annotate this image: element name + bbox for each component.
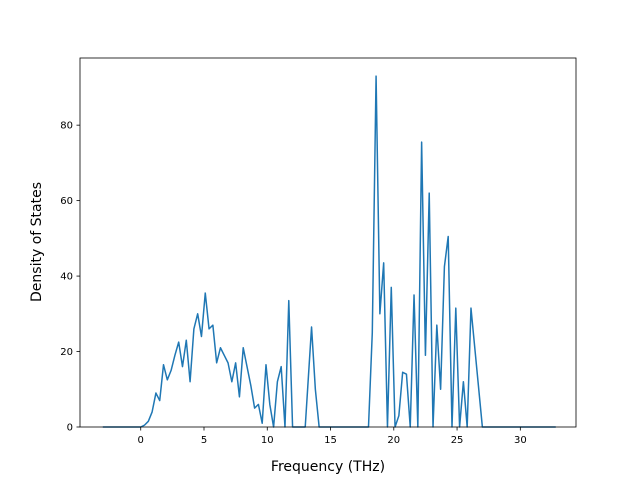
y-axis-ticks: 0 20 40 60 80 — [60, 121, 80, 434]
x-tick-label: 5 — [201, 435, 207, 446]
dos-series-line — [102, 75, 556, 428]
x-tick-label: 15 — [324, 435, 337, 446]
y-tick-label: 40 — [60, 272, 73, 283]
x-axis-label: Frequency (THz) — [271, 459, 385, 475]
y-tick-label: 60 — [60, 196, 73, 207]
x-tick-label: 25 — [451, 435, 464, 446]
y-axis-label: Density of States — [29, 182, 45, 302]
x-tick-label: 0 — [138, 435, 144, 446]
axes-frame — [79, 57, 577, 428]
y-tick-label: 80 — [60, 121, 73, 132]
plot-area — [102, 75, 556, 428]
y-tick-label: 20 — [60, 347, 73, 358]
x-tick-label: 20 — [387, 435, 400, 446]
x-tick-label: 10 — [261, 435, 274, 446]
y-tick-label: 0 — [67, 423, 73, 434]
x-tick-label: 30 — [514, 435, 527, 446]
x-axis-ticks: 0 5 10 15 20 25 30 — [138, 427, 527, 446]
